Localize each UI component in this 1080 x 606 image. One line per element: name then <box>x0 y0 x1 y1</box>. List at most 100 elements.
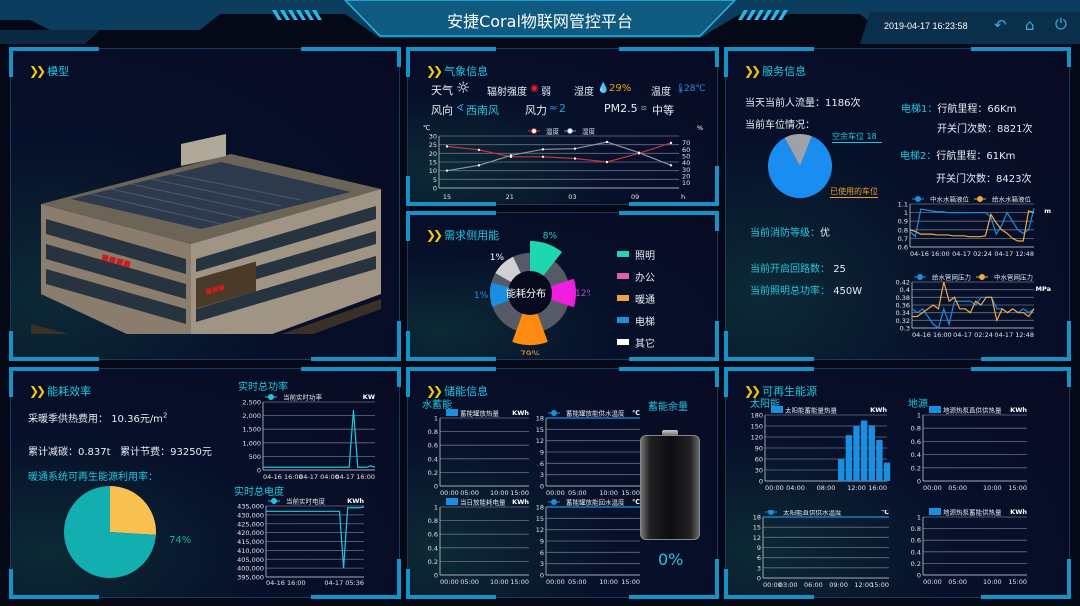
chevron-icon: ❯❯ <box>744 384 761 398</box>
y-tick-label: 0.8 <box>898 226 908 234</box>
x-tick-label: 09:00 <box>829 581 848 589</box>
legend-marker <box>771 406 783 413</box>
legend-marker <box>271 498 277 504</box>
y-tick-label: 0.34 <box>896 309 910 317</box>
legend-item[interactable]: 照明 <box>617 243 655 265</box>
y-tick-label: 0.6 <box>428 531 438 539</box>
y-tick-label: 0.2 <box>911 560 921 568</box>
y-tick-label: 0 <box>917 572 921 580</box>
data-point <box>605 140 609 144</box>
y-tick-label: 5 <box>433 176 437 184</box>
power-icon[interactable]: ⏻ <box>1055 15 1067 33</box>
y-tick-label: 6 <box>540 549 544 557</box>
y-tick-label: 420,000 <box>237 529 264 537</box>
data-point <box>509 154 513 157</box>
chevron-icon: ❯❯ <box>744 64 761 78</box>
corner-accent <box>9 569 13 599</box>
y-right-tick-label: 20 <box>682 173 690 181</box>
corner-accent <box>715 367 719 387</box>
panel-title: ❯❯ 需求侧用能 <box>426 227 499 243</box>
thermometer-icon: 🌡 <box>675 84 687 94</box>
heating-fee: 采暖季供热费用： 10.36元/m2 <box>28 410 167 425</box>
x-tick-label: 04-17 02:24 <box>953 331 993 339</box>
solar-label: 太阳能 <box>750 399 780 410</box>
x-tick-label: 05:00 <box>948 484 967 492</box>
corner-accent <box>311 357 401 361</box>
building-model[interactable]: ■■■■ ■■■ <box>31 94 391 334</box>
data-point <box>605 160 609 164</box>
carbon-saving: 累计减碳：0.837t 累计节费：93250元 <box>28 443 212 458</box>
legend-marker <box>551 410 557 416</box>
donut-value-label: 79% <box>520 350 540 355</box>
corner-accent <box>715 211 719 231</box>
y-tick-label: 9 <box>757 544 761 552</box>
radiation-value: 弱 <box>541 87 551 98</box>
service-title: 服务信息 <box>762 65 807 78</box>
app-title: 安捷Coral物联网管控平台 <box>447 12 633 31</box>
home-icon[interactable]: ⌂ <box>1025 16 1035 34</box>
series-line <box>912 281 1035 323</box>
renewable-rate-label: 暖通系统可再生能源利用率： <box>28 472 158 483</box>
flow-label-text: 当天当前人流量： <box>745 98 825 109</box>
y-tick-label: 6 <box>540 460 544 468</box>
model-panel: ❯❯ 模型 ■■■■ ■■■ <box>9 47 401 361</box>
legend-item[interactable]: 办公 <box>617 265 655 287</box>
donut-value-label: 1% <box>490 253 505 263</box>
weather-panel: ❯❯ 气象信息 <box>406 47 719 206</box>
y-tick-label: 90 <box>755 445 763 453</box>
back-icon[interactable]: ↶ <box>994 16 1007 34</box>
y-tick-label: 150 <box>751 423 763 431</box>
legend-item[interactable]: 暖通 <box>617 287 655 309</box>
data-point <box>477 148 481 152</box>
legend-item[interactable]: 电梯 <box>617 309 655 331</box>
radiation-icon: ◉ <box>530 83 539 94</box>
corner-accent <box>301 367 401 371</box>
corner-accent <box>629 357 719 361</box>
series-line <box>263 410 376 468</box>
corner-accent <box>971 47 1071 51</box>
data-point <box>445 145 449 148</box>
data-point <box>477 164 481 167</box>
panel-title: ❯❯ 储能信息 <box>426 383 488 399</box>
x-tick-label: 06:00 <box>804 581 823 589</box>
elevator2-mileage: 行航里程：61Km <box>936 151 1016 162</box>
y-tick-label: 0.2 <box>428 558 438 566</box>
legend-label: 蓄能罐放热量 <box>460 409 500 418</box>
x-tick-label: 15 <box>443 193 451 201</box>
y-tick-label: 410,000 <box>237 547 264 555</box>
y-tick-label: 12 <box>753 534 761 542</box>
panel-title: ❯❯ 能耗效率 <box>29 383 91 399</box>
x-tick-label: 03:00 <box>779 581 798 589</box>
data-point <box>669 164 673 167</box>
ground-storage-chart: 0 0.2 0.4 0.6 0.8 1 00:00 05:00 10:00 15:00 KWh 地源热… <box>911 508 1028 587</box>
energy-chart: 395,000400,000405,000410,000415,000420,0… <box>237 497 364 588</box>
y-tick-label: 0.2 <box>428 469 438 477</box>
storage-power-chart: 0 0.2 0.4 0.6 0.8 1 00:00 05:00 10:00 15:00 KWh 当日放… <box>428 498 530 587</box>
corner-accent <box>406 331 410 361</box>
storage-title: 储能信息 <box>444 385 489 398</box>
legend-item[interactable]: 其它 <box>617 331 655 353</box>
legend-marker <box>446 409 458 416</box>
corner-accent <box>724 595 814 599</box>
pie-slice <box>768 136 832 198</box>
x-tick-label: 00:00 <box>765 484 784 492</box>
y-tick-label: 0.38 <box>896 294 910 302</box>
y-tick-label: 1 <box>917 514 921 522</box>
corner-accent <box>9 595 99 599</box>
series-line <box>446 142 672 163</box>
bar <box>860 420 868 481</box>
heating-fee-value: 10.36元/m <box>111 414 163 425</box>
water-level-chart: 0.60.70.80.911.1 04-16 16:00 04-17 02:24 04… <box>898 195 1052 259</box>
x-tick-label: 10:00 <box>599 578 618 586</box>
panel-title: ❯❯ 可再生能源 <box>744 383 817 399</box>
donut-value-label: 8% <box>543 231 558 241</box>
y-tick-label: 0 <box>759 478 763 486</box>
y-tick-label: 15 <box>536 515 544 523</box>
saving-label: 累计节费： <box>120 447 171 458</box>
corner-accent <box>619 367 719 371</box>
y-right-tick-label: 60 <box>682 146 690 154</box>
y-tick-label: 12 <box>536 437 544 445</box>
ground-label: 地源 <box>908 399 928 410</box>
corner-accent <box>1067 47 1071 67</box>
